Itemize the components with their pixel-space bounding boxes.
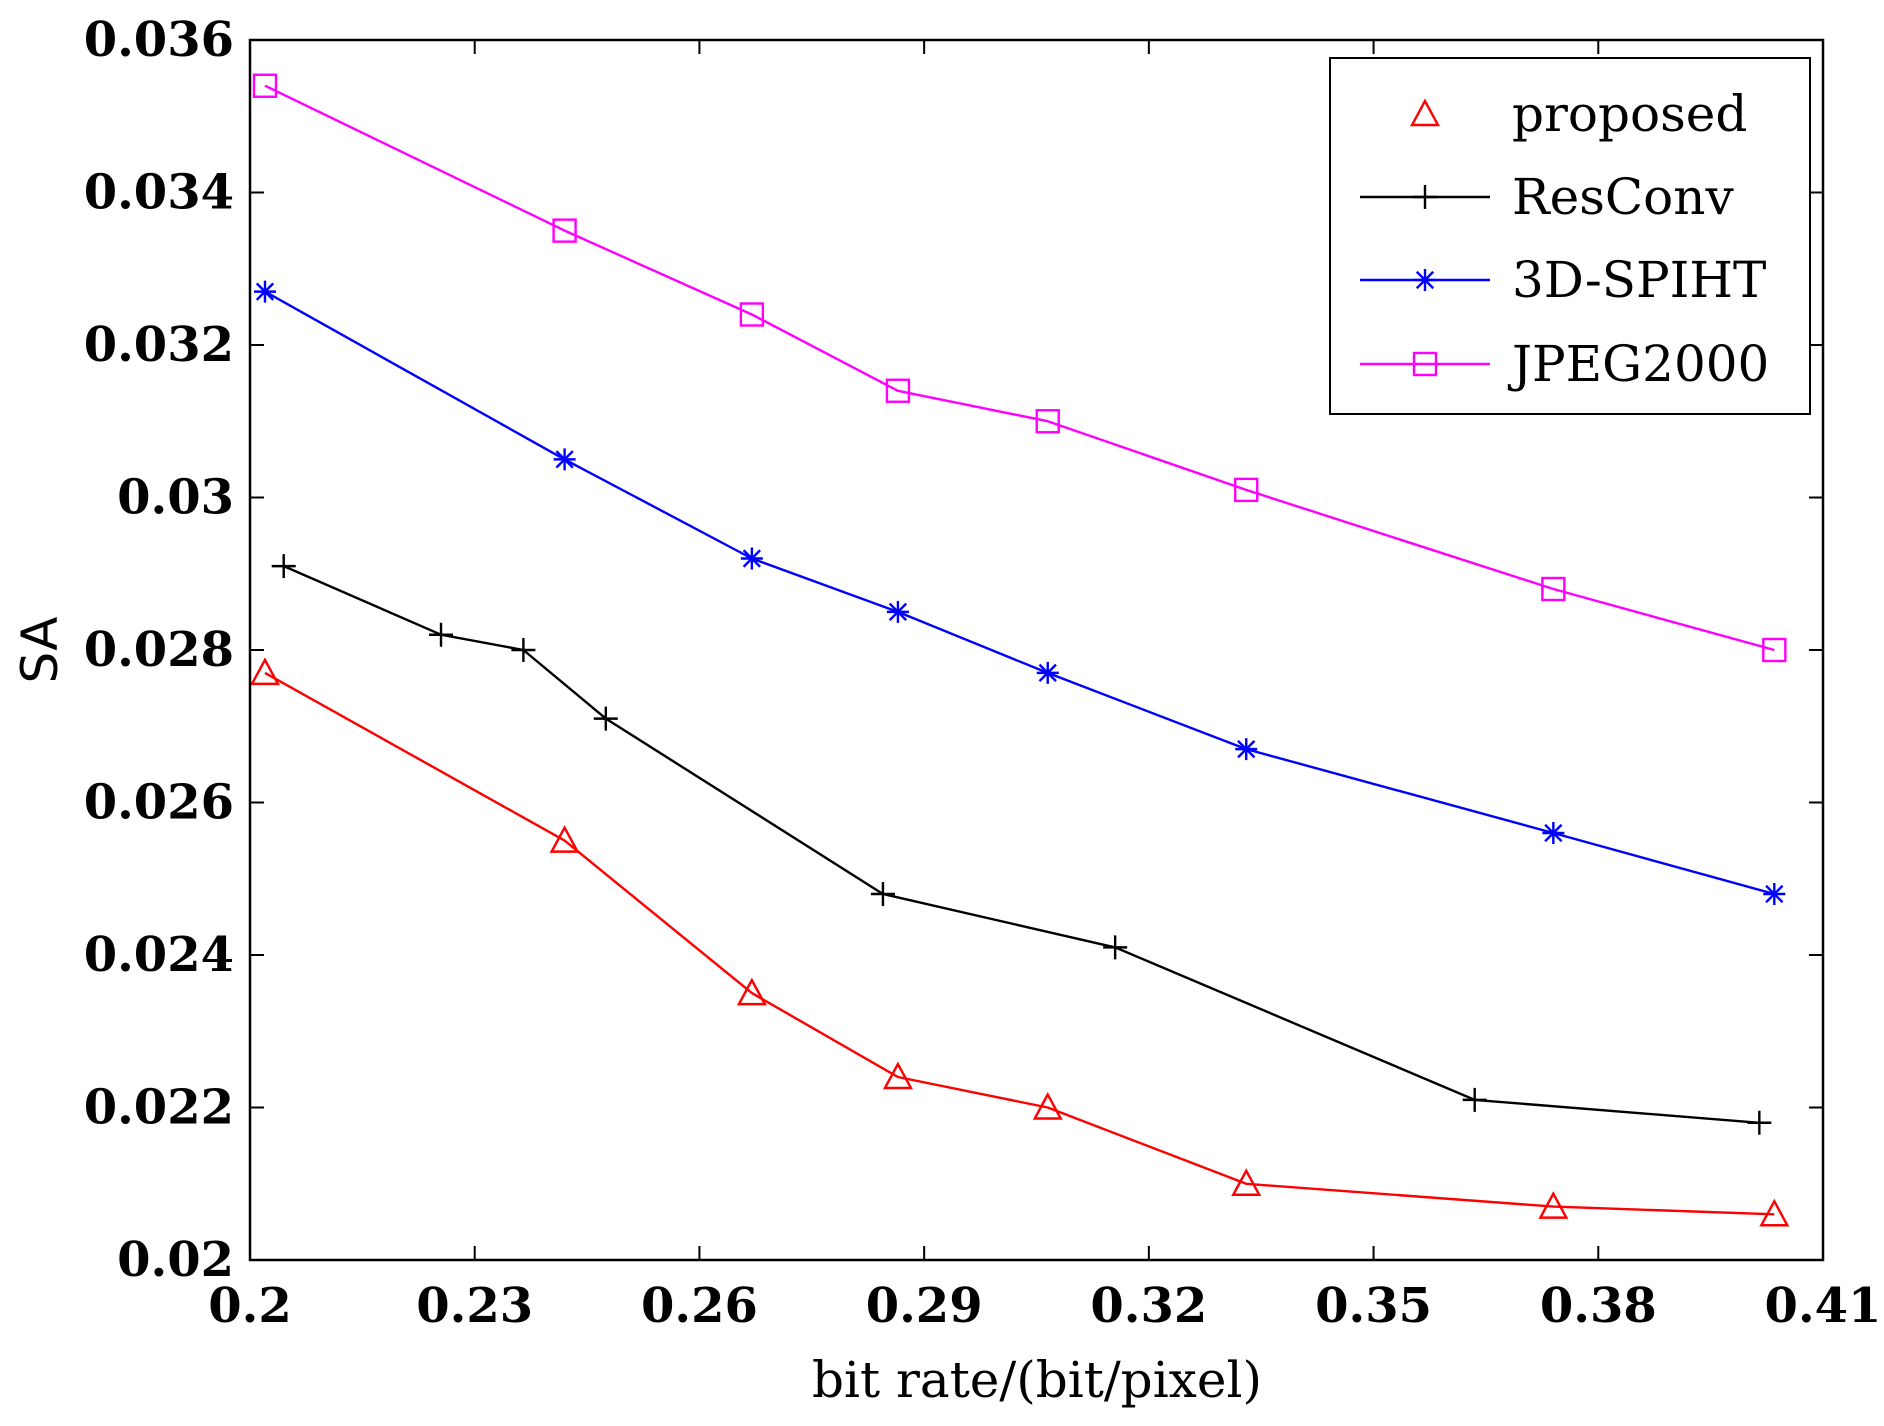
x-tick-label: 0.26 bbox=[641, 1278, 758, 1334]
legend: proposed ResConv 3D-SPIHT JPEG2000 bbox=[1329, 57, 1811, 415]
data-point-resconv bbox=[511, 638, 536, 662]
data-point-proposed-shape bbox=[1231, 1168, 1262, 1196]
data-point-proposed bbox=[1231, 1168, 1262, 1196]
x-tick-label: 0.38 bbox=[1540, 1278, 1657, 1334]
series-line-jpeg2000 bbox=[264, 84, 1775, 652]
x-axis-label: bit rate/(bit/pixel) bbox=[812, 1351, 1262, 1409]
data-point-proposed bbox=[1759, 1198, 1790, 1227]
plot-lines bbox=[264, 84, 1775, 1216]
data-point-resconv bbox=[1103, 935, 1128, 960]
data-point-jpeg2000-shape bbox=[739, 302, 765, 327]
data-point-3d-spiht-d2 bbox=[1544, 823, 1563, 843]
data-point-proposed-shape bbox=[1538, 1191, 1569, 1219]
legend-label: JPEG2000 bbox=[1507, 335, 1769, 393]
x-tick-label: 0.41 bbox=[1765, 1278, 1882, 1334]
data-point-resconv bbox=[271, 554, 296, 579]
x-tick-label: 0.35 bbox=[1315, 1278, 1432, 1334]
data-point-proposed-shape bbox=[549, 825, 580, 853]
x-tick-label: 0.2 bbox=[208, 1278, 292, 1334]
legend-marker-jpeg2000-shape bbox=[1412, 351, 1438, 377]
data-point-jpeg2000-shape bbox=[1541, 576, 1566, 602]
legend-marker-3d-spiht-d2 bbox=[1415, 270, 1435, 290]
data-point-3d-spiht-d2 bbox=[888, 602, 908, 621]
x-tick-label: 0.32 bbox=[1090, 1278, 1207, 1334]
data-point-3d-spiht-d2 bbox=[1765, 884, 1784, 904]
data-point-3d-spiht bbox=[1036, 661, 1059, 684]
legend-marker-proposed bbox=[1409, 98, 1441, 127]
data-point-3d-spiht bbox=[1763, 883, 1786, 905]
data-point-proposed-shape bbox=[249, 657, 280, 686]
data-point-proposed bbox=[1032, 1091, 1063, 1120]
data-point-3d-spiht bbox=[1235, 738, 1258, 761]
y-axis: 0.02 0.022 0.024 0.026 0.028 0.03 0.032 0.034 0.… bbox=[84, 12, 1823, 1288]
y-tick-label: 0.036 bbox=[84, 12, 234, 68]
legend-label: ResConv bbox=[1512, 168, 1734, 226]
data-point-proposed-shape bbox=[736, 977, 767, 1006]
data-point-resconv bbox=[870, 882, 895, 906]
legend-marker-jpeg2000 bbox=[1412, 351, 1438, 377]
data-point-3d-spiht bbox=[553, 448, 576, 471]
data-point-proposed-shape bbox=[882, 1061, 913, 1090]
legend-box bbox=[1329, 57, 1811, 415]
data-point-proposed bbox=[1538, 1191, 1569, 1219]
y-tick-label: 0.024 bbox=[84, 927, 234, 983]
y-tick-label: 0.028 bbox=[84, 622, 234, 678]
data-point-jpeg2000 bbox=[552, 218, 577, 243]
data-point-3d-spiht-d2 bbox=[1038, 663, 1057, 682]
data-point-jpeg2000-shape bbox=[1762, 637, 1787, 663]
data-point-resconv bbox=[429, 622, 454, 647]
data-point-jpeg2000-shape bbox=[252, 73, 278, 98]
data-point-resconv bbox=[1462, 1087, 1487, 1112]
data-point-3d-spiht bbox=[740, 547, 763, 570]
legend-marker-proposed-shape bbox=[1409, 98, 1441, 127]
data-point-proposed-shape bbox=[1759, 1198, 1790, 1227]
y-tick-label: 0.02 bbox=[117, 1232, 234, 1288]
data-point-proposed bbox=[249, 657, 280, 686]
data-point-3d-spiht-d2 bbox=[742, 549, 761, 568]
data-point-jpeg2000 bbox=[739, 302, 765, 327]
plot-markers bbox=[249, 73, 1790, 1227]
data-point-jpeg2000 bbox=[1541, 576, 1566, 602]
y-tick-label: 0.026 bbox=[84, 775, 234, 831]
data-point-3d-spiht-d2 bbox=[555, 450, 574, 469]
data-point-jpeg2000-shape bbox=[552, 218, 577, 243]
legend-marker-resconv bbox=[1413, 185, 1437, 209]
data-point-3d-spiht bbox=[886, 600, 909, 623]
x-tick-label: 0.23 bbox=[416, 1278, 533, 1334]
data-point-jpeg2000 bbox=[885, 378, 911, 403]
x-tick-label: 0.29 bbox=[866, 1278, 983, 1334]
data-point-jpeg2000-shape bbox=[885, 378, 911, 403]
data-point-resconv bbox=[593, 706, 618, 731]
y-axis-label: SA bbox=[11, 617, 69, 684]
y-tick-label: 0.03 bbox=[117, 470, 234, 526]
y-tick-label: 0.034 bbox=[84, 165, 234, 221]
series-line-resconv bbox=[283, 565, 1760, 1124]
data-point-resconv bbox=[1747, 1110, 1772, 1135]
legend-marker-3d-spiht bbox=[1414, 269, 1436, 291]
x-axis: 0.2 0.23 0.26 0.29 0.32 0.35 0.38 0.41 bbox=[208, 40, 1881, 1334]
y-tick-label: 0.022 bbox=[84, 1080, 234, 1136]
data-point-3d-spiht bbox=[1542, 822, 1565, 844]
data-point-3d-spiht-d2 bbox=[1237, 740, 1256, 759]
data-point-jpeg2000-shape bbox=[1035, 409, 1060, 434]
data-point-proposed bbox=[882, 1061, 913, 1090]
data-point-jpeg2000 bbox=[252, 73, 278, 98]
series-line-3d-spiht bbox=[264, 290, 1775, 896]
y-tick-label: 0.032 bbox=[84, 317, 234, 373]
series-line-proposed bbox=[264, 671, 1775, 1216]
data-point-3d-spiht bbox=[253, 280, 276, 303]
data-point-jpeg2000 bbox=[1035, 409, 1060, 434]
data-point-jpeg2000-shape bbox=[1234, 477, 1259, 503]
data-point-proposed bbox=[549, 825, 580, 853]
data-point-proposed bbox=[736, 977, 767, 1006]
legend-label: proposed bbox=[1512, 85, 1747, 143]
data-point-jpeg2000 bbox=[1234, 477, 1259, 503]
data-point-proposed-shape bbox=[1032, 1091, 1063, 1120]
data-point-3d-spiht-d2 bbox=[255, 282, 275, 301]
legend-label: 3D-SPIHT bbox=[1512, 251, 1766, 309]
data-point-jpeg2000 bbox=[1762, 637, 1787, 663]
